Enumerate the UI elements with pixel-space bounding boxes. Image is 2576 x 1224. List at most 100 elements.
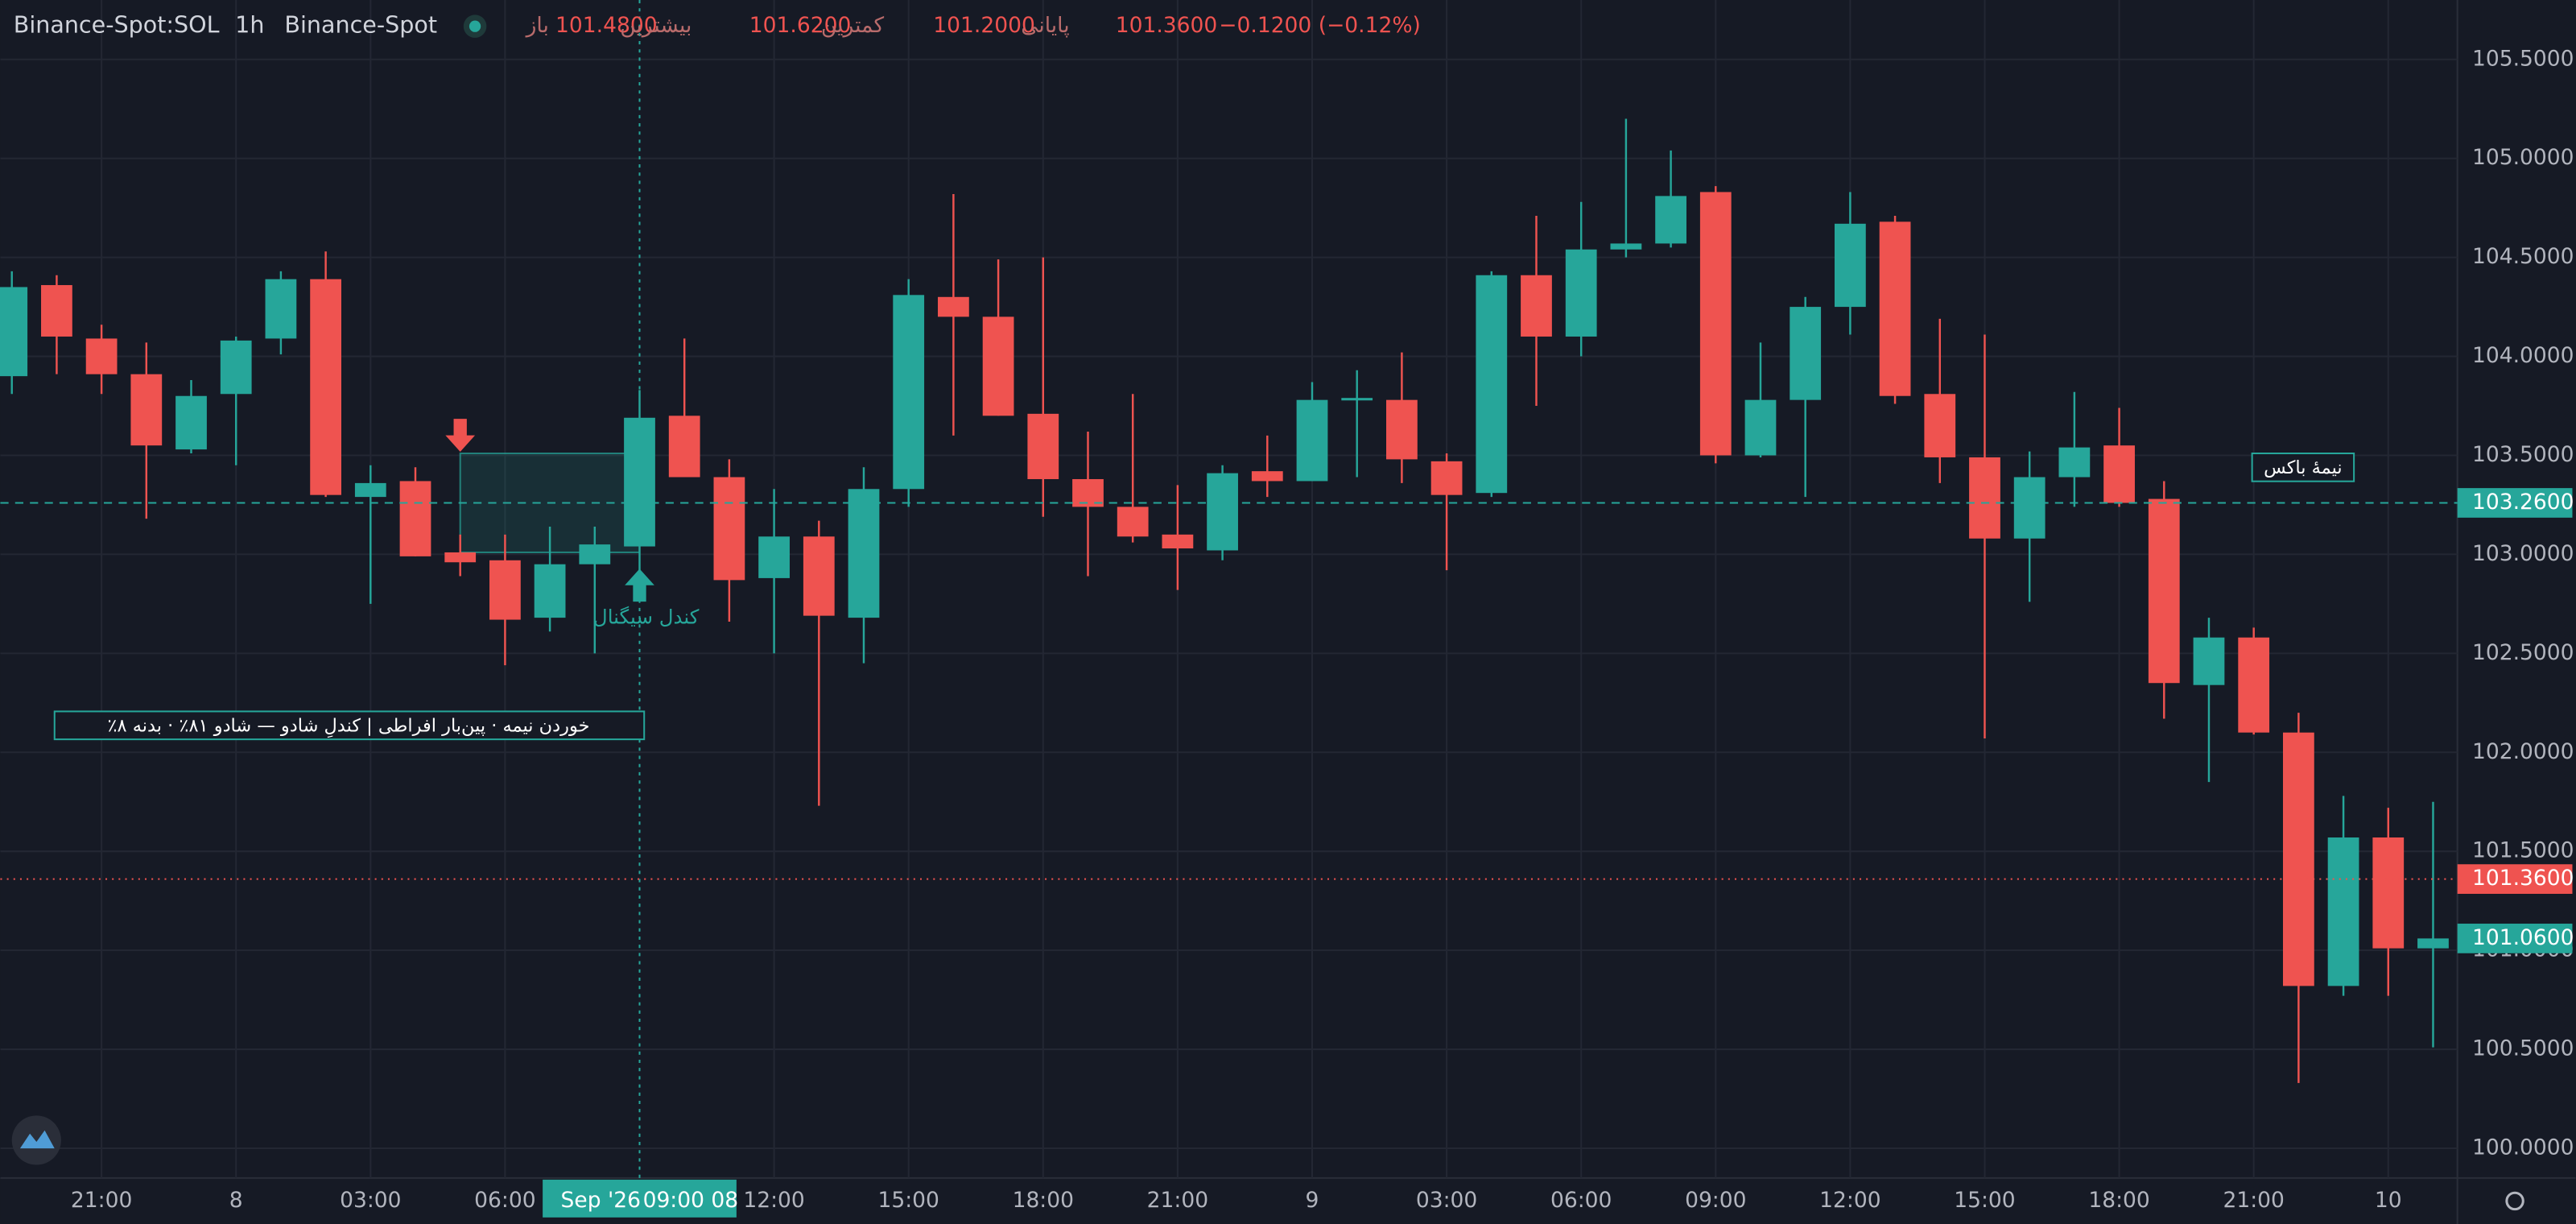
candle-body bbox=[982, 316, 1014, 416]
candle-body bbox=[265, 279, 297, 339]
candle-body bbox=[1655, 196, 1686, 244]
candle-body bbox=[2327, 837, 2359, 986]
interval: 1h bbox=[235, 11, 264, 39]
y-tick-label: 103.0000 bbox=[2472, 541, 2574, 566]
ohlc-label: باز bbox=[525, 13, 549, 38]
x-tick-label: 18:00 bbox=[1013, 1188, 1074, 1213]
candle-body bbox=[41, 285, 72, 337]
candle-body bbox=[130, 374, 163, 446]
candle-body bbox=[444, 552, 477, 563]
candle-body bbox=[354, 482, 386, 498]
candle-body bbox=[758, 536, 790, 578]
note-frame bbox=[53, 710, 646, 741]
candle-body bbox=[2103, 445, 2135, 503]
y-tick-label: 100.5000 bbox=[2472, 1036, 2574, 1061]
box-label-frame bbox=[2251, 453, 2355, 482]
candle-body bbox=[803, 536, 835, 616]
ohlc-label: بیشترین bbox=[620, 13, 691, 38]
candle-body bbox=[1207, 473, 1238, 551]
x-tick-label: 21:00 bbox=[1147, 1188, 1208, 1213]
ohlc-label: پایانی bbox=[1021, 13, 1069, 38]
x-tick-label: 12:00 bbox=[1819, 1188, 1880, 1213]
candle-body bbox=[938, 296, 969, 317]
note: ٪خوردن نیمه · پین‌بار افراطی | کندلِ شاد… bbox=[107, 715, 589, 738]
candle-body bbox=[1790, 307, 1822, 400]
settings[interactable] bbox=[2505, 1191, 2524, 1211]
price-label-bg bbox=[2457, 864, 2573, 894]
candle-body bbox=[1341, 398, 1373, 401]
x-tick-label: 9 bbox=[1306, 1188, 1319, 1213]
y-tick-label: 102.5000 bbox=[2472, 640, 2574, 665]
candle-body bbox=[1476, 275, 1508, 494]
price-label: 103.2600 bbox=[2472, 490, 2574, 515]
ohlc-label: کمترین bbox=[821, 13, 885, 38]
candle-body bbox=[713, 477, 745, 581]
candle-body bbox=[1969, 457, 2000, 539]
change: −0.1200 (−0.12%) bbox=[1219, 13, 1421, 38]
x-tick-label: 15:00 bbox=[1954, 1188, 2015, 1213]
price-label-bg bbox=[2457, 924, 2573, 953]
crosshair-time: 09:00 08 bbox=[643, 1188, 739, 1213]
candle-body bbox=[1521, 275, 1552, 337]
candle-body bbox=[1251, 471, 1283, 482]
ohlc-value: 101.2000 bbox=[933, 13, 1035, 38]
candle-body bbox=[2372, 837, 2405, 949]
status-icon bbox=[469, 20, 481, 32]
candle-body bbox=[579, 544, 611, 564]
x-tick-label: 18:00 bbox=[2088, 1188, 2149, 1213]
ohlc-value: 101.6200 bbox=[749, 13, 852, 38]
symbol: Binance-Spot:SOL bbox=[14, 11, 220, 39]
candle-body bbox=[2148, 498, 2180, 684]
candle-body bbox=[1879, 221, 1911, 396]
candle-body bbox=[1565, 249, 1597, 337]
candle-body bbox=[1610, 243, 1642, 250]
x-tick-label: 03:00 bbox=[340, 1188, 401, 1213]
price-label-bg bbox=[2457, 488, 2573, 518]
y-tick-label: 105.0000 bbox=[2472, 145, 2574, 170]
candle-body bbox=[668, 416, 700, 478]
candle-body bbox=[1430, 461, 1463, 495]
candle-body bbox=[2282, 732, 2314, 986]
candle-body bbox=[399, 481, 431, 556]
candle-body bbox=[2058, 447, 2091, 478]
x-tick-label: 12:00 bbox=[743, 1188, 804, 1213]
y-tick-label: 104.5000 bbox=[2472, 244, 2574, 269]
candle-body bbox=[489, 560, 521, 620]
y-tick-label: 104.0000 bbox=[2472, 343, 2574, 368]
candle-body bbox=[220, 340, 252, 395]
exchange: Binance-Spot bbox=[284, 11, 437, 39]
candle-body bbox=[1162, 534, 1194, 549]
x-tick-label: 8 bbox=[229, 1188, 243, 1213]
x-tick-label: 06:00 bbox=[1550, 1188, 1612, 1213]
candle-body bbox=[1117, 507, 1149, 537]
x-tick-label: 15:00 bbox=[877, 1188, 939, 1213]
x-tick-label: 09:00 bbox=[1685, 1188, 1746, 1213]
logo[interactable] bbox=[11, 1115, 61, 1165]
sell-arrow bbox=[445, 419, 476, 452]
y-tick-label: 101.5000 bbox=[2472, 838, 2574, 863]
candle-body bbox=[310, 279, 341, 495]
x-tick-label: 21:00 bbox=[71, 1188, 132, 1213]
candle-body bbox=[2193, 637, 2225, 685]
candle-body bbox=[0, 287, 28, 377]
box-label: نیمهٔ باکس bbox=[2264, 457, 2343, 478]
price-label: 101.3600 bbox=[2472, 866, 2574, 891]
candle-body bbox=[1386, 399, 1418, 460]
x-tick-label: 03:00 bbox=[1416, 1188, 1477, 1213]
ohlc-value: 101.3600 bbox=[1116, 13, 1218, 38]
candle-body bbox=[2238, 637, 2270, 733]
candle-body bbox=[534, 564, 566, 618]
candle-body bbox=[624, 417, 655, 547]
ohlc-value: 101.4800 bbox=[555, 13, 658, 38]
x-tick-label: 10 bbox=[2375, 1188, 2402, 1213]
buy-arrow bbox=[625, 569, 654, 602]
y-tick-label: 102.0000 bbox=[2472, 739, 2574, 764]
candle-body bbox=[893, 295, 925, 490]
candle-body bbox=[1027, 413, 1059, 479]
candle-body bbox=[1835, 223, 1866, 308]
candle-body bbox=[85, 338, 118, 374]
